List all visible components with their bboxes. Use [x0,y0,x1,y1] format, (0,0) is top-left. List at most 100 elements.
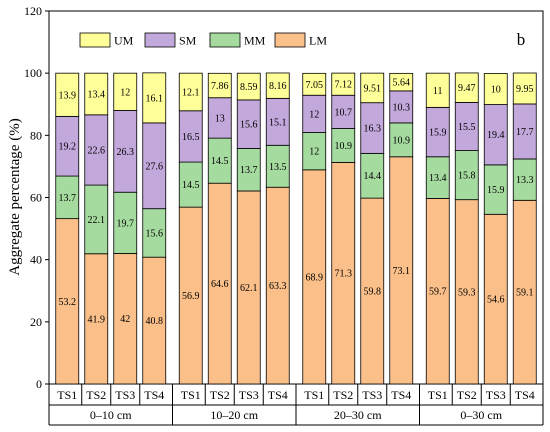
data-label-mm: 15.6 [146,228,164,239]
legend-label-um: UM [114,34,134,48]
data-label-mm: 13.7 [59,193,77,204]
data-label-lm: 42 [120,314,130,325]
data-label-mm: 10.9 [335,141,353,152]
data-label-mm: 13.3 [516,175,534,186]
bars-layer: 53.2 13.7 19.2 13.9 41.9 22.1 22.6 13.4 42 19.7 26… [55,72,537,385]
bar-segment-um [207,72,232,99]
data-label-lm: 68.9 [306,272,324,283]
data-label-lm: 64.6 [211,279,229,290]
data-label-mm: 22.1 [88,215,106,226]
data-label-sm: 10.3 [393,102,411,113]
category-label: TS1 [304,388,324,402]
data-label-um: 13.9 [59,90,77,101]
data-label-lm: 53.2 [59,297,77,308]
data-label-um: 12.1 [182,87,200,98]
data-label-um: 9.95 [516,84,534,95]
bar-segment-um [142,72,167,124]
data-label-lm: 62.1 [240,283,258,294]
category-label: TS1 [428,388,448,402]
data-label-lm: 63.3 [269,281,287,292]
group-label: 0–10 cm [90,408,132,422]
data-label-um: 10 [491,85,501,96]
group-label: 10–20 cm [210,408,258,422]
data-label-sm: 13 [215,113,225,124]
bar-segment-um [454,72,479,103]
y-tick-label: 80 [30,128,42,142]
bar-segment-um [483,73,508,105]
legend-swatch-lm [274,32,306,48]
y-tick-label: 100 [24,66,42,80]
panel-letter: b [517,30,526,49]
category-label: TS3 [486,388,506,402]
data-label-sm: 15.9 [429,128,447,139]
data-label-um: 11 [433,86,443,97]
data-label-lm: 56.9 [182,291,200,302]
data-label-sm: 22.6 [88,145,106,156]
data-label-mm: 10.9 [393,135,411,146]
bar-segment-um [302,72,327,96]
group-label: 20–30 cm [334,408,382,422]
y-tick-label: 60 [30,191,42,205]
data-label-mm: 14.4 [364,171,382,182]
data-label-sm: 12 [309,109,319,120]
data-label-lm: 59.3 [458,287,476,298]
data-label-sm: 26.3 [117,147,135,158]
bar-segment-um [236,72,261,101]
category-label: TS3 [115,388,135,402]
y-tick-label: 120 [24,4,42,18]
data-label-sm: 27.6 [146,161,164,172]
legend-swatch-sm [144,32,176,48]
data-label-lm: 40.8 [146,316,164,327]
data-label-mm: 19.7 [117,218,135,229]
data-label-mm: 13.7 [240,165,258,176]
category-label: TS2 [210,388,230,402]
data-label-um: 16.1 [146,93,164,104]
bar-segment-um [178,72,203,112]
data-label-um: 5.64 [393,78,411,89]
bar-segment-um [265,72,290,99]
data-label-um: 8.16 [269,81,287,92]
data-label-sm: 15.1 [269,117,287,128]
legend-label-lm: LM [309,34,327,48]
data-label-um: 12 [120,87,130,98]
legend-label-sm: SM [179,34,197,48]
x-axis-table: TS1 TS2 TS3 TS4 0–10 cm TS1 TS2 TS3 TS4 10–20 cm T… [48,384,544,426]
bar-segment-um [113,72,138,111]
data-label-mm: 15.9 [487,185,505,196]
category-label: TS3 [239,388,259,402]
y-tick-label: 40 [30,253,42,267]
data-label-sm: 19.2 [59,142,77,153]
legend-swatch-um [79,32,111,48]
category-label: TS1 [57,388,77,402]
data-label-sm: 15.5 [458,122,476,133]
y-axis-label: Aggregate percentage (%) [7,118,23,275]
data-label-mm: 13.4 [429,173,447,184]
bar-segment-um [512,72,537,105]
bar-segment-um [84,72,109,116]
data-label-um: 13.4 [88,89,106,100]
bar-segment-um [425,72,450,108]
data-label-um: 9.47 [458,83,476,94]
y-tick-label: 0 [36,377,42,391]
bar-segment-um [389,72,414,92]
category-label: TS4 [391,388,411,402]
category-label: TS4 [515,388,535,402]
data-label-sm: 16.5 [182,132,200,143]
data-label-lm: 59.1 [516,288,534,299]
legend-label-mm: MM [244,34,266,48]
data-label-lm: 59.8 [364,287,382,298]
data-label-sm: 10.7 [335,107,353,118]
data-label-lm: 59.7 [429,287,447,298]
category-label: TS2 [333,388,353,402]
data-label-lm: 73.1 [393,266,411,277]
category-label: TS4 [144,388,164,402]
data-label-um: 9.51 [364,83,382,94]
data-label-um: 7.86 [211,81,229,92]
y-axis: 0 20 40 60 80 100 120 [24,4,49,391]
data-label-lm: 71.3 [335,269,353,280]
category-label: TS3 [362,388,382,402]
data-label-sm: 15.6 [240,120,258,131]
legend-swatch-mm [209,32,241,48]
data-label-um: 7.12 [335,80,353,91]
